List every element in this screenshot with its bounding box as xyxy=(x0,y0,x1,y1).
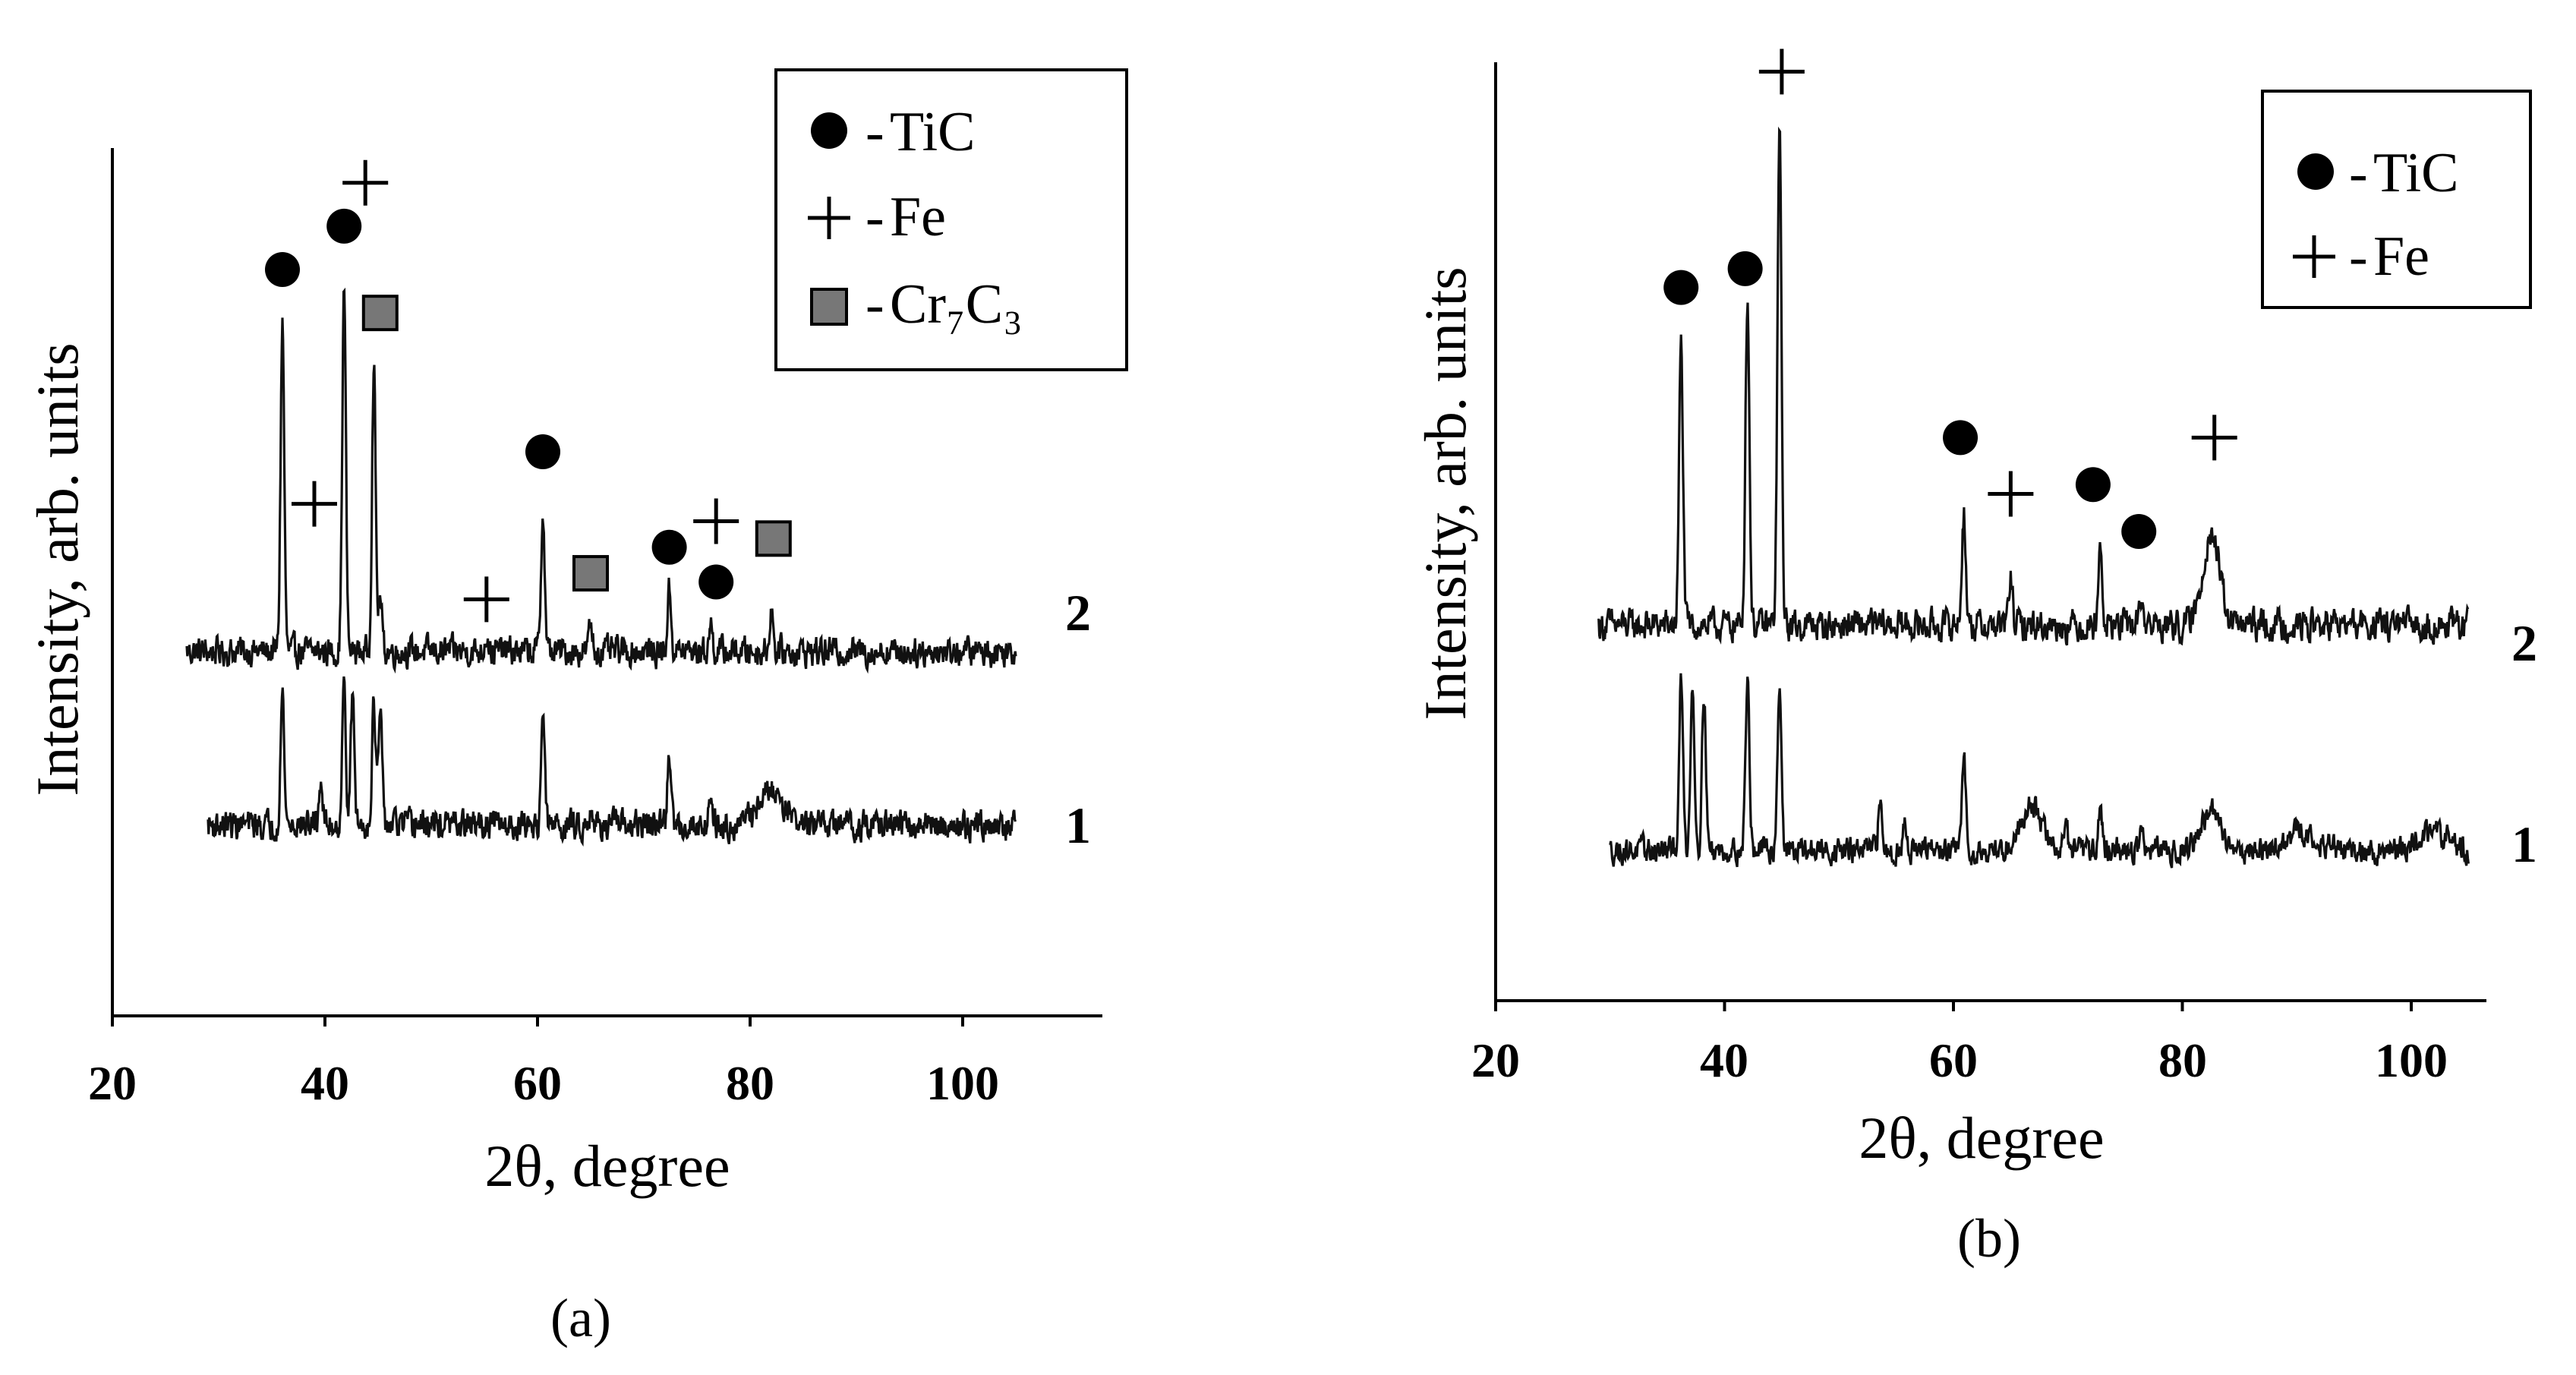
cr7c3-marker-square-icon xyxy=(755,520,792,557)
panel-a-xtick-label: 20 xyxy=(88,1056,137,1110)
panel-b-x-axis-label: 2θ, degree xyxy=(1859,1105,2104,1171)
panel-a-curve-label-2: 2 xyxy=(1065,584,1091,642)
panel-a-legend-prefix: - xyxy=(865,186,884,248)
panel-b-curve-label-2: 2 xyxy=(2511,614,2537,672)
tic-marker-circle-icon xyxy=(698,564,734,600)
tic-marker-circle-icon xyxy=(1727,251,1763,286)
panel-a-curve-1 xyxy=(207,676,1017,847)
panel-b-xtick-label: 20 xyxy=(1471,1033,1520,1087)
panel-b-legend-label: Fe xyxy=(2373,225,2429,288)
panel-a-curve-2 xyxy=(185,287,1017,674)
panel-b-caption: (b) xyxy=(1957,1208,2021,1269)
panel-a-curve-label-1: 1 xyxy=(1065,796,1091,854)
panel-a-legend: - TiC - Fe - Cr₇C₃ xyxy=(774,68,1128,371)
tic-marker-circle-icon xyxy=(651,529,687,565)
tic-marker-circle-icon xyxy=(2121,514,2157,549)
circle-icon xyxy=(2297,153,2334,190)
fe-marker-plus-icon xyxy=(1758,49,1805,95)
panel-a-ticks xyxy=(111,1016,964,1027)
panel-b-legend-prefix: - xyxy=(2349,142,2368,204)
panel-b-legend: - TiC - Fe xyxy=(2261,90,2532,309)
panel-b-curve-1 xyxy=(1609,673,2470,869)
panel-b: 20 40 60 80 100 2θ, degree Intensity, ar… xyxy=(1412,49,2537,1269)
panel-a-legend-prefix: - xyxy=(865,101,884,163)
panel-a-xtick-label: 80 xyxy=(726,1056,774,1110)
panel-b-phase-markers xyxy=(1663,49,2237,549)
panel-a: 20 40 60 80 100 2θ, degree Intensity, ar… xyxy=(24,68,1128,1348)
tic-marker-circle-icon xyxy=(265,252,300,288)
fe-marker-plus-icon xyxy=(693,498,739,544)
square-icon xyxy=(810,288,848,326)
fe-marker-plus-icon xyxy=(292,481,337,527)
fe-marker-plus-icon xyxy=(342,159,389,206)
cr7c3-marker-square-icon xyxy=(572,555,609,592)
panel-b-legend-box xyxy=(2261,90,2532,309)
panel-b-y-axis-label: Intensity, arb. units xyxy=(1412,266,1478,720)
tic-marker-circle-icon xyxy=(1663,270,1699,305)
panel-b-legend-prefix: - xyxy=(2349,225,2368,288)
panel-b-curve-2 xyxy=(1597,126,2470,646)
panel-b-ticks xyxy=(1494,1001,2413,1011)
panel-b-legend-label: TiC xyxy=(2373,142,2459,204)
panel-a-legend-label: TiC xyxy=(890,101,976,163)
panel-a-caption: (a) xyxy=(550,1288,611,1348)
panel-b-curve-label-1: 1 xyxy=(2511,815,2537,873)
panel-a-xtick-label: 60 xyxy=(513,1056,562,1110)
fe-marker-plus-icon xyxy=(2191,415,2237,461)
panel-b-xtick-label: 40 xyxy=(1700,1033,1748,1087)
panel-a-xtick-label: 100 xyxy=(926,1056,999,1110)
panel-b-xtick-label: 100 xyxy=(2375,1033,2448,1087)
fe-marker-plus-icon xyxy=(1988,471,2034,517)
tic-marker-circle-icon xyxy=(326,208,362,244)
fe-marker-plus-icon xyxy=(463,576,509,623)
plus-icon xyxy=(808,197,850,239)
panel-a-legend-label: Fe xyxy=(890,186,946,248)
panel-a-phase-markers xyxy=(265,159,792,623)
panel-a-legend-prefix: - xyxy=(865,273,884,336)
panel-a-xtick-label: 40 xyxy=(301,1056,349,1110)
circle-icon xyxy=(811,112,847,149)
tic-marker-circle-icon xyxy=(1943,420,1979,456)
tic-marker-circle-icon xyxy=(2075,467,2111,503)
cr7c3-marker-square-icon xyxy=(361,295,399,332)
tic-marker-circle-icon xyxy=(525,434,560,470)
panel-a-y-axis-label: Intensity, arb. units xyxy=(24,342,90,796)
panel-b-xtick-label: 60 xyxy=(1929,1033,1978,1087)
plus-icon xyxy=(2293,235,2335,278)
panel-a-x-axis-label: 2θ, degree xyxy=(484,1133,730,1199)
panel-b-xtick-label: 80 xyxy=(2158,1033,2207,1087)
panel-a-legend-label: Cr₇C₃ xyxy=(890,273,1023,336)
